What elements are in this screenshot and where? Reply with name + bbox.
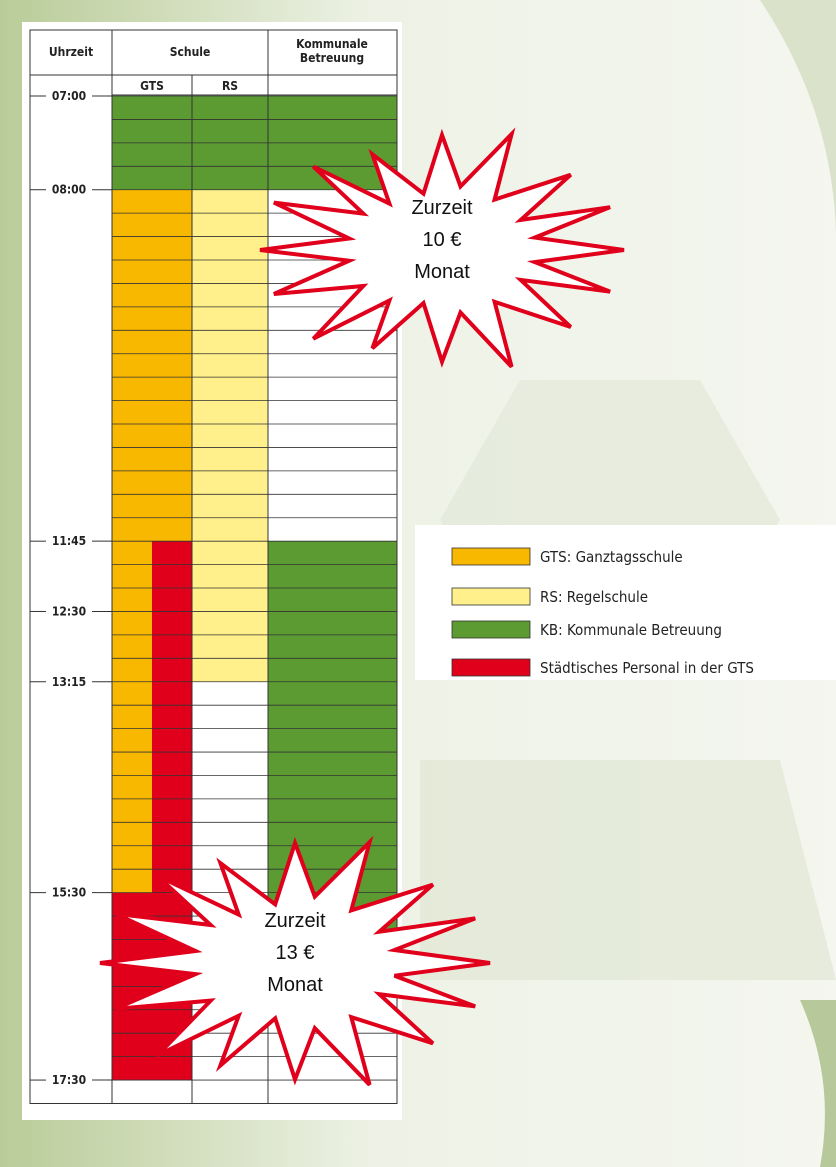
legend-swatch [451, 547, 531, 566]
header: Schule [170, 45, 211, 59]
time-label: 13:15 [52, 675, 86, 689]
time-label: 12:30 [52, 604, 86, 618]
callout-text: 13 € [276, 942, 315, 964]
bg-shape [760, 0, 836, 260]
time-label: 11:45 [52, 534, 86, 548]
bg-shape [420, 760, 836, 980]
legend-swatch [451, 587, 531, 606]
legend-label: KB: Kommunale Betreuung [540, 621, 722, 639]
bg-shape [800, 1000, 836, 1167]
legend: GTS: Ganztagsschule RS: Regelschule KB: Ko… [451, 547, 754, 677]
time-label: 08:00 [52, 183, 86, 197]
header: Betreuung [300, 51, 364, 65]
legend-swatch [451, 620, 531, 639]
callouts: Zurzeit 10 € Monat Zurzeit 13 € Monat [99, 127, 625, 1087]
callout-text: Zurzeit [411, 197, 473, 219]
subheader: GTS [140, 79, 164, 93]
callout-text: Monat [267, 974, 323, 996]
subheader: RS [222, 79, 238, 93]
header: Kommunale [296, 37, 368, 51]
callout-star [259, 127, 625, 369]
header: Uhrzeit [49, 45, 93, 59]
time-label: 15:30 [52, 886, 86, 900]
time-label: 17:30 [52, 1073, 86, 1087]
callout-text: Zurzeit [264, 910, 326, 932]
legend-label: RS: Regelschule [540, 588, 648, 606]
legend-label: Städtisches Personal in der GTS [540, 659, 754, 677]
staff-block [152, 541, 192, 893]
callout-star [99, 835, 491, 1087]
callout-text: 10 € [423, 229, 462, 251]
table-frame [29, 29, 398, 1104]
callout-text: Monat [414, 261, 470, 283]
legend-swatch [451, 658, 531, 677]
legend-label: GTS: Ganztagsschule [540, 548, 683, 566]
rs-block [192, 189, 268, 682]
time-label: 07:00 [52, 89, 86, 103]
